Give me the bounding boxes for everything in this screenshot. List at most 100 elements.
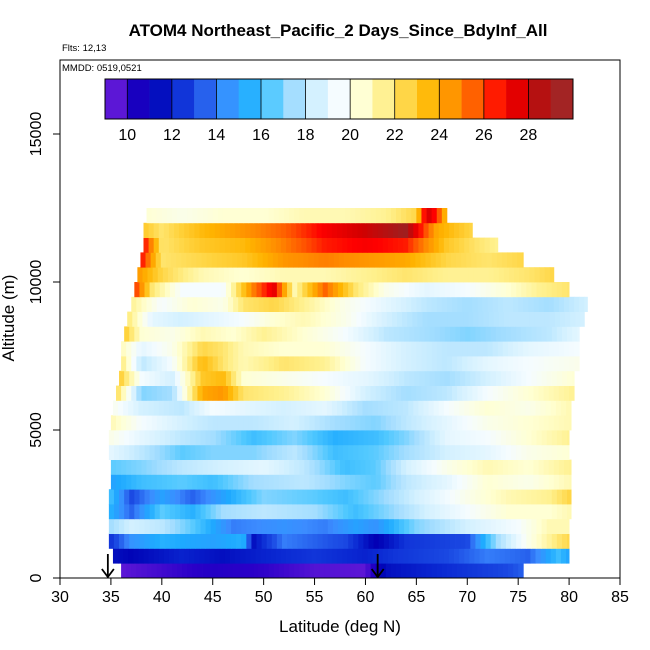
heatmap-cell [518, 474, 524, 490]
heatmap-cell [159, 504, 166, 520]
heatmap-cell [309, 296, 315, 312]
x-tick-label: 35 [102, 589, 120, 606]
heatmap-cell [388, 430, 395, 446]
heatmap-cell [236, 504, 242, 520]
heatmap-cell [340, 341, 346, 357]
heatmap-cell [332, 533, 339, 549]
heatmap-cell [136, 296, 142, 312]
heatmap-cell [255, 400, 261, 416]
heatmap-cell [316, 222, 323, 238]
heatmap-cell [505, 444, 512, 460]
heatmap-cell [256, 282, 262, 298]
heatmap-cell [235, 237, 241, 253]
heatmap-cell [368, 326, 374, 342]
heatmap-cell [182, 474, 188, 490]
heatmap-cell [411, 385, 417, 401]
x-tick-label: 85 [611, 589, 629, 606]
heatmap-cell [465, 504, 471, 520]
heatmap-cell [459, 400, 465, 416]
heatmap-cell [231, 370, 237, 386]
heatmap-cell [180, 282, 186, 298]
heatmap-cell [296, 237, 302, 253]
heatmap-cell [182, 341, 188, 357]
heatmap-cell [342, 222, 348, 238]
heatmap-cell [326, 237, 333, 253]
heatmap-cell [511, 518, 517, 534]
heatmap-cell [378, 370, 385, 386]
heatmap-cell [243, 341, 249, 357]
heatmap-cell [406, 356, 412, 372]
heatmap-cell [529, 311, 535, 327]
heatmap-cell [140, 252, 146, 268]
heatmap-cell [182, 385, 188, 401]
heatmap-cell [457, 341, 463, 357]
colorbar-tick-label: 24 [430, 127, 448, 144]
heatmap-cell [449, 518, 456, 534]
heatmap-cell [158, 400, 165, 416]
heatmap-cell [180, 504, 186, 520]
heatmap-cell [195, 430, 201, 446]
heatmap-cell [363, 489, 369, 505]
heatmap-cell [383, 326, 390, 342]
heatmap-cell [343, 326, 349, 342]
heatmap-cell [138, 548, 144, 564]
heatmap-cell [258, 296, 265, 312]
heatmap-cell [256, 326, 262, 342]
heatmap-cell [523, 415, 529, 431]
heatmap-cell [326, 400, 333, 416]
heatmap-cell [352, 548, 358, 564]
heatmap-cell [490, 489, 497, 505]
heatmap-cell [470, 430, 476, 446]
heatmap-cell [493, 267, 500, 283]
heatmap-cell [509, 311, 515, 327]
heatmap-cell [480, 504, 486, 520]
heatmap-cell [541, 489, 548, 505]
heatmap-cell [517, 252, 523, 268]
heatmap-cell [424, 326, 430, 342]
heatmap-cell [185, 504, 191, 520]
heatmap-cell [213, 267, 220, 283]
heatmap-cell [190, 326, 196, 342]
heatmap-cell [435, 252, 442, 268]
heatmap-cell [533, 385, 539, 401]
heatmap-cell [485, 518, 492, 534]
heatmap-cell [233, 385, 239, 401]
heatmap-cell [551, 518, 558, 534]
heatmap-cell [465, 326, 471, 342]
heatmap-cell [355, 563, 361, 579]
heatmap-cell [343, 533, 349, 549]
heatmap-cell [205, 533, 212, 549]
heatmap-cell [331, 400, 338, 416]
heatmap-cell [409, 533, 415, 549]
heatmap-cell [402, 267, 408, 283]
heatmap-cell [470, 504, 476, 520]
heatmap-cell [183, 267, 189, 283]
heatmap-cell [274, 267, 281, 283]
heatmap-cell [403, 548, 409, 564]
heatmap-cell [235, 548, 241, 564]
heatmap-cell [569, 459, 572, 475]
heatmap-cell [408, 400, 414, 416]
heatmap-cell [299, 208, 305, 224]
heatmap-cell [333, 252, 340, 268]
heatmap-cell [370, 356, 377, 372]
heatmap-cell [141, 459, 147, 475]
heatmap-cell [236, 444, 242, 460]
heatmap-cell [273, 356, 280, 372]
heatmap-cell [195, 518, 201, 534]
heatmap-cell [292, 370, 298, 386]
heatmap-cell [437, 267, 444, 283]
heatmap-cell [225, 282, 232, 298]
heatmap-cell [462, 474, 468, 490]
heatmap-cell [224, 400, 231, 416]
heatmap-cell [312, 518, 318, 534]
heatmap-cell [452, 474, 458, 490]
heatmap-cell [197, 563, 203, 579]
heatmap-cell [444, 489, 451, 505]
heatmap-cell [116, 385, 122, 401]
heatmap-cell [329, 341, 336, 357]
heatmap-cell [545, 400, 552, 416]
heatmap-cell [215, 518, 222, 534]
heatmap-cell [362, 222, 368, 238]
heatmap-cell [169, 518, 176, 534]
